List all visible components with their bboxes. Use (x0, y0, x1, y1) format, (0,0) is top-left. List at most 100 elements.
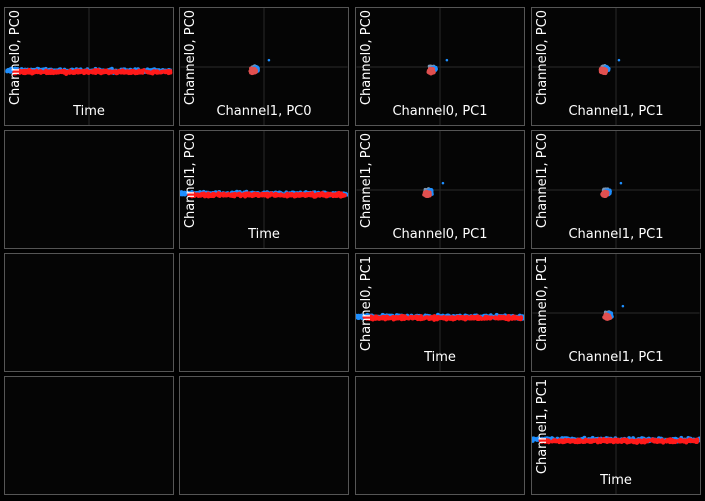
point-outlier (619, 181, 623, 185)
point-cluster-a (532, 439, 535, 443)
point-cluster-b (362, 315, 367, 319)
scatter-panel-r1-c1[interactable]: Time Channel1, PC0 (179, 130, 349, 249)
x-axis-label: Channel0, PC1 (392, 227, 488, 242)
point-cluster-b (672, 439, 677, 444)
point-cluster-b (632, 439, 636, 443)
point-cluster-b (284, 192, 289, 197)
point-cluster-b (38, 70, 43, 75)
scatter-panel-r0-c0[interactable]: Time Channel0, PC0 (4, 7, 174, 126)
point-cluster-b (477, 316, 481, 320)
point-cluster-b (105, 69, 110, 74)
y-axis-label: Channel0, PC0 (535, 10, 550, 106)
scatter-plot (356, 131, 524, 248)
scatter-panel-r0-c1[interactable]: Channel1, PC0 Channel0, PC0 (179, 7, 349, 126)
scatter-panel-r3-c3[interactable]: Time Channel1, PC1 (531, 376, 701, 495)
point-cluster-b (386, 315, 391, 320)
point-cluster-b (693, 439, 698, 443)
point-cluster-b (151, 69, 156, 74)
point-cluster-b (76, 69, 80, 74)
point-cluster-b (327, 192, 332, 196)
point-cluster-b (303, 194, 308, 199)
x-axis-label: Time (248, 227, 280, 242)
point-cluster-b (577, 437, 582, 442)
point-cluster-b (54, 71, 59, 75)
point-cluster-b (419, 315, 424, 320)
scatter-panel-r2-c0[interactable] (4, 253, 174, 372)
y-axis-label: Channel0, PC0 (183, 10, 198, 106)
point-cluster-b (538, 438, 543, 443)
point-cluster-b (155, 69, 160, 73)
point-cluster-b (80, 69, 85, 73)
x-axis-label: Channel1, PC1 (568, 350, 664, 365)
point-cluster-b (424, 190, 429, 195)
point-cluster-b (635, 441, 639, 445)
point-cluster-b (626, 438, 630, 443)
point-cluster-b (601, 437, 606, 441)
point-cluster-b (402, 317, 407, 322)
point-cluster-b (617, 439, 622, 444)
point-cluster-b (123, 70, 128, 75)
point-cluster-b (290, 192, 295, 197)
point-cluster-b (508, 315, 512, 320)
scatter-panel-r0-c2[interactable]: Channel0, PC1 Channel0, PC0 (355, 7, 525, 126)
point-cluster-b (645, 439, 650, 444)
point-outlier (621, 304, 625, 308)
point-cluster-b (14, 68, 19, 73)
scatter-panel-r1-c3[interactable]: Channel1, PC1 Channel1, PC0 (531, 130, 701, 249)
scatter-plot (356, 8, 524, 125)
point-cluster-b (649, 438, 654, 443)
point-cluster-b (515, 316, 520, 321)
point-cluster-b (609, 438, 613, 442)
y-axis-label: Channel0, PC1 (535, 256, 550, 352)
scatter-plot (532, 131, 700, 248)
point-cluster-b (563, 437, 568, 442)
scatter-panel-r0-c3[interactable]: Channel1, PC1 Channel0, PC0 (531, 7, 701, 126)
point-cluster-b (97, 70, 102, 75)
point-cluster-b (340, 194, 345, 199)
point-cluster-b (201, 193, 206, 198)
point-cluster-b (31, 70, 36, 75)
point-cluster-b (230, 192, 234, 197)
point-cluster-b (296, 193, 301, 198)
x-axis-label: Time (600, 473, 632, 488)
scatter-panel-r1-c0[interactable] (4, 130, 174, 249)
point-cluster-b (482, 317, 487, 321)
point-cluster-b (72, 70, 77, 75)
point-cluster-b (119, 70, 123, 75)
scatter-plot (180, 8, 348, 125)
point-cluster-b (27, 70, 32, 74)
point-cluster-b (602, 69, 607, 74)
scatter-panel-r2-c3[interactable]: Channel1, PC1 Channel0, PC1 (531, 253, 701, 372)
scatter-panel-r2-c1[interactable] (179, 253, 349, 372)
point-cluster-a (356, 316, 361, 320)
point-cluster-b (543, 440, 548, 445)
point-cluster-b (139, 68, 144, 73)
scatter-plot (532, 254, 700, 371)
x-axis-label: Channel0, PC1 (392, 104, 488, 119)
point-cluster-b (221, 193, 226, 198)
scatter-panel-r3-c2[interactable] (355, 376, 525, 495)
scatter-panel-r2-c2[interactable]: Time Channel0, PC1 (355, 253, 525, 372)
point-cluster-b (145, 69, 149, 74)
y-axis-label: Channel0, PC0 (8, 10, 23, 106)
x-axis-label: Time (73, 104, 105, 119)
point-cluster-b (163, 69, 168, 74)
point-cluster-b (94, 69, 99, 74)
point-cluster-b (225, 193, 230, 198)
point-cluster-b (211, 192, 216, 197)
point-cluster-b (458, 315, 463, 319)
point-cluster-b (588, 438, 593, 443)
scatter-panel-r3-c1[interactable] (179, 376, 349, 495)
scatter-panel-r3-c0[interactable] (4, 376, 174, 495)
point-cluster-b (319, 191, 324, 196)
point-cluster-b (246, 191, 251, 196)
point-cluster-b (159, 70, 163, 75)
point-cluster-b (450, 316, 454, 320)
point-cluster-b (198, 192, 203, 197)
scatter-panel-r1-c2[interactable]: Channel0, PC1 Channel1, PC0 (355, 130, 525, 249)
scatter-plot (532, 377, 700, 494)
point-cluster-b (581, 439, 585, 443)
point-cluster-b (465, 316, 469, 320)
point-cluster-a (180, 191, 184, 196)
point-cluster-b (268, 192, 272, 197)
